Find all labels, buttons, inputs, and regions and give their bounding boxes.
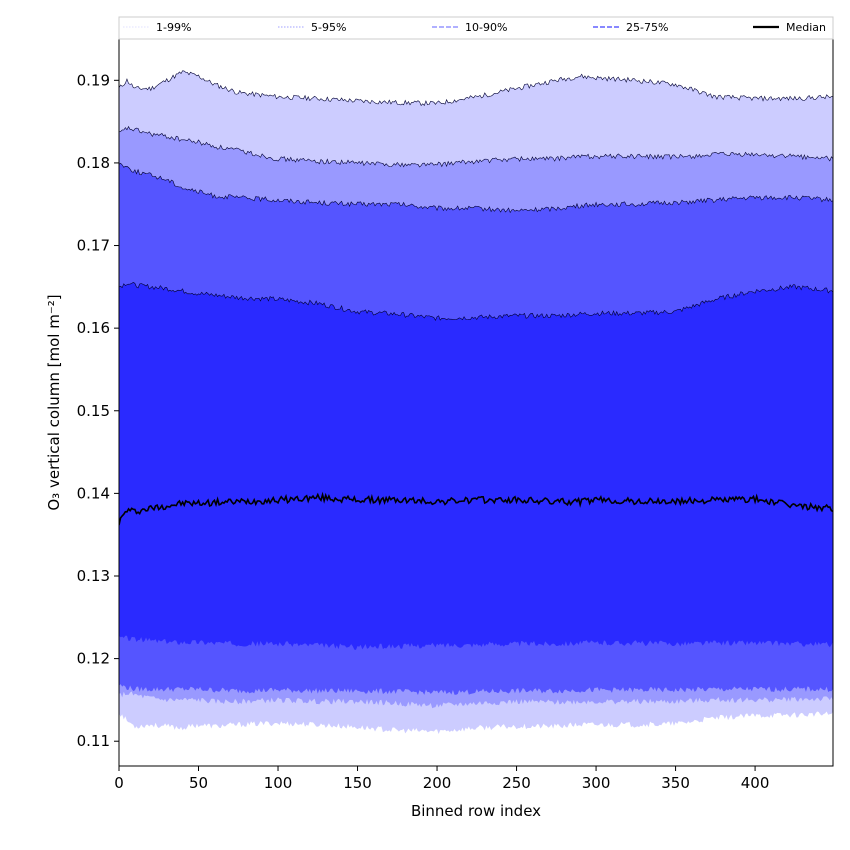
- y-tick-label: 0.17: [77, 237, 110, 255]
- y-tick-label: 0.11: [77, 732, 110, 750]
- legend-box: [118, 16, 834, 40]
- x-tick-label: 250: [502, 774, 531, 792]
- y-tick-label: 0.19: [77, 71, 110, 89]
- median-line: [119, 491, 833, 526]
- x-tick-label: 400: [741, 774, 770, 792]
- y-tick-label: 0.14: [77, 484, 110, 502]
- y-tick-label: 0.18: [77, 154, 110, 172]
- legend-label: 10-90%: [465, 21, 507, 34]
- y-tick-label: 0.16: [77, 319, 110, 337]
- y-axis-label: O₃ vertical column [mol m⁻²]: [45, 294, 63, 510]
- x-axis-label: Binned row index: [411, 802, 541, 820]
- y-tick-label: 0.15: [77, 402, 110, 420]
- x-tick-label: 200: [423, 774, 452, 792]
- plot-area: [119, 70, 833, 734]
- x-tick-label: 50: [189, 774, 208, 792]
- x-axis: 0 50 100 150 200 250 300 350 400: [114, 766, 769, 792]
- x-tick-label: 100: [264, 774, 293, 792]
- legend-label: 25-75%: [626, 21, 668, 34]
- band-upper-edge-5-95%: [119, 125, 833, 168]
- band-upper-edge-1-99%: [119, 70, 833, 106]
- band-upper-edge-10-90%: [119, 162, 833, 214]
- band-upper-edge-25-75%: [119, 282, 833, 322]
- x-tick-label: 150: [343, 774, 372, 792]
- legend-label: 1-99%: [156, 21, 191, 34]
- band-25-75%: [119, 282, 833, 650]
- legend-label: 5-95%: [311, 21, 346, 34]
- legend-label: Median: [786, 21, 826, 34]
- x-tick-label: 300: [582, 774, 611, 792]
- x-tick-label: 350: [661, 774, 690, 792]
- y-tick-label: 0.12: [77, 650, 110, 668]
- x-tick-label: 0: [114, 774, 124, 792]
- y-axis: 0.11 0.12 0.13 0.14 0.15 0.16 0.17 0.18 0.19: [77, 71, 119, 750]
- y-tick-label: 0.13: [77, 567, 110, 585]
- legend: 1-99% 5-95% 10-90% 25-75% Median: [118, 16, 834, 40]
